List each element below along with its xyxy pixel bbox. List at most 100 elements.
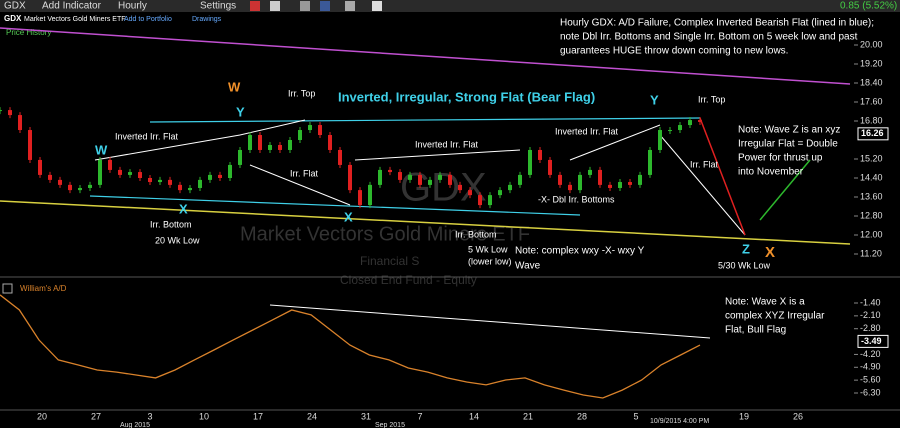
- candle: [408, 174, 412, 180]
- close-icon[interactable]: [2, 283, 13, 294]
- candle: [318, 125, 322, 136]
- label: -X- Dbl Irr. Bottoms: [538, 194, 615, 204]
- note-z: Irregular Flat = Double: [738, 139, 838, 150]
- trend-line: [569, 124, 661, 161]
- change: 0.85 (5.52%): [840, 1, 897, 12]
- label: Irr. Bottom: [455, 229, 497, 239]
- label: Inverted Irr. Flat: [115, 131, 179, 141]
- wave-label: W: [95, 142, 108, 157]
- x-tick-label: 10: [199, 411, 209, 421]
- trend-line: [94, 134, 241, 161]
- label: Irr. Top: [698, 94, 725, 104]
- note-x: Note: Wave X is a: [725, 297, 805, 308]
- y-tick-label: -2.80: [860, 323, 881, 333]
- candle: [308, 125, 312, 131]
- candle: [398, 172, 402, 180]
- icon[interactable]: [270, 1, 280, 11]
- label: Wave: [515, 261, 541, 272]
- label: (lower low): [468, 256, 512, 266]
- x-tick-label: 17: [253, 411, 263, 421]
- label: Irr. Bottom: [150, 219, 192, 229]
- watermark: Closed End Fund - Equity: [340, 273, 477, 287]
- y-tick-label: -4.90: [860, 362, 881, 372]
- label: Inverted Irr. Flat: [555, 126, 619, 136]
- trend-line: [0, 200, 851, 245]
- candle: [248, 135, 252, 150]
- x-tick-label: 27: [91, 411, 101, 421]
- candle: [498, 190, 502, 196]
- candle: [98, 159, 102, 185]
- candle: [388, 169, 392, 173]
- y-tick-label: 18.40: [860, 77, 883, 87]
- x-tick-label: 19: [739, 411, 749, 421]
- candle: [28, 130, 32, 160]
- candle: [8, 110, 12, 116]
- candle: [508, 184, 512, 191]
- interval[interactable]: Hourly: [118, 1, 147, 12]
- y-tick-label: 19.20: [860, 58, 883, 68]
- wave-label: X: [179, 201, 188, 216]
- candle: [148, 178, 152, 183]
- note-x: Flat, Bull Flag: [725, 325, 786, 336]
- month-label: Aug 2015: [120, 422, 150, 428]
- candle: [138, 172, 142, 178]
- candle: [108, 159, 112, 170]
- candle: [18, 115, 22, 131]
- x-tick-label: 14: [469, 411, 479, 421]
- candle: [488, 195, 492, 206]
- label: Irr. Flat: [290, 168, 319, 178]
- trend-line: [269, 304, 711, 339]
- icon[interactable]: [320, 1, 330, 11]
- candle: [448, 174, 452, 185]
- note-z: into November: [738, 167, 804, 178]
- indicator-name: William's A/D: [20, 284, 67, 293]
- last-ad-box: [857, 334, 889, 348]
- pattern-title: Inverted, Irregular, Strong Flat (Bear F…: [338, 89, 595, 104]
- candle: [638, 174, 642, 185]
- candle: [128, 172, 132, 175]
- add-portfolio[interactable]: Add to Portfolio: [124, 16, 172, 23]
- candle: [368, 184, 372, 206]
- label: 5/30 Wk Low: [718, 260, 771, 270]
- ad-line: [0, 294, 701, 399]
- wave-label: X: [765, 244, 775, 261]
- last-price-box: [857, 127, 889, 141]
- candle: [598, 169, 602, 185]
- icon[interactable]: [250, 1, 260, 11]
- candle: [0, 110, 2, 112]
- icon[interactable]: [300, 1, 310, 11]
- candle: [378, 169, 382, 185]
- trend-line: [759, 159, 811, 221]
- candle: [168, 179, 172, 185]
- candle: [558, 174, 562, 185]
- x-tick-label: 5: [633, 411, 638, 421]
- y-tick-label: -6.30: [860, 387, 881, 397]
- drawings: [0, 27, 900, 411]
- watermark: GDX: [400, 166, 487, 210]
- y-tick-label: 17.60: [860, 96, 883, 106]
- icon[interactable]: [372, 1, 382, 11]
- y-tick-label: -1.40: [860, 297, 881, 307]
- candle: [38, 159, 42, 175]
- settings[interactable]: Settings: [200, 1, 236, 12]
- candle: [478, 195, 482, 206]
- add-indicator[interactable]: Add Indicator: [42, 1, 102, 12]
- drawings[interactable]: Drawings: [192, 16, 222, 23]
- watermark: Market Vectors Gold Miners ETF: [240, 223, 530, 245]
- candle: [578, 174, 582, 191]
- note-z: Note: Wave Z is an xyz: [738, 125, 840, 136]
- candle: [348, 164, 352, 191]
- wave-label: Y: [650, 92, 659, 107]
- candle: [618, 182, 622, 188]
- candle: [338, 149, 342, 165]
- candle: [238, 149, 242, 165]
- icon[interactable]: [345, 1, 355, 11]
- candle: [608, 184, 612, 188]
- note-z: Power for thrust up: [738, 153, 823, 164]
- candle: [568, 184, 572, 191]
- x-tick-label: 7: [417, 411, 422, 421]
- toolbar-symbol[interactable]: GDX: [4, 1, 26, 12]
- trend-line: [0, 27, 851, 85]
- candle: [198, 179, 202, 188]
